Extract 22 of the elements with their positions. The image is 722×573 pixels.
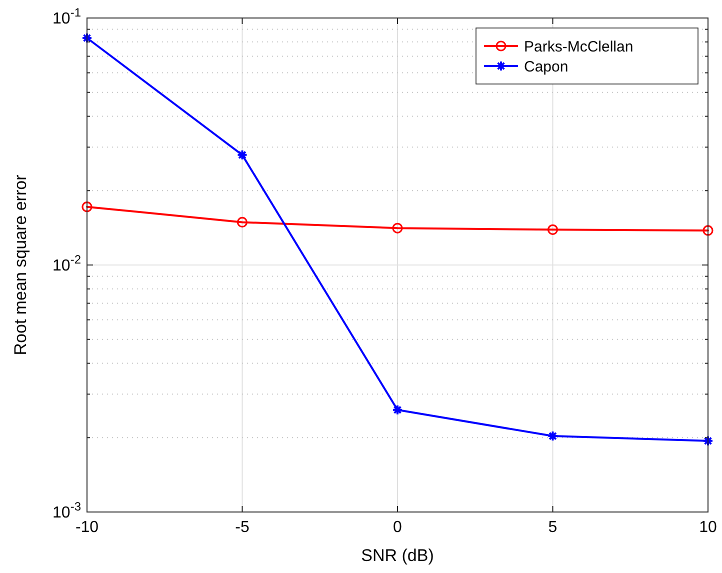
x-tick-label: 5 [548, 519, 558, 536]
x-tick-label: 10 [699, 519, 717, 536]
point [236, 216, 248, 228]
x-tick-label: -10 [75, 519, 99, 536]
x-axis-title: SNR (dB) [361, 546, 434, 565]
point [82, 32, 92, 44]
y-tick-label: 10$^{-3}$ [52, 500, 82, 522]
x-tick-label: -5 [235, 519, 250, 536]
point [392, 222, 403, 234]
point [236, 149, 248, 160]
y-tick-label: 10$^{-1}$ [52, 6, 82, 28]
point [547, 430, 558, 442]
y-axis-title: Root mean square error [11, 174, 30, 356]
legend-label: Capon [524, 58, 568, 76]
point [702, 225, 714, 236]
point [547, 224, 558, 235]
legend-label: Parks-McClellan [524, 38, 634, 56]
x-tick-label: 0 [393, 519, 402, 536]
point [392, 404, 403, 416]
point [702, 435, 714, 446]
point [82, 202, 92, 212]
y-tick-label: 10$^{-2}$ [52, 252, 82, 275]
